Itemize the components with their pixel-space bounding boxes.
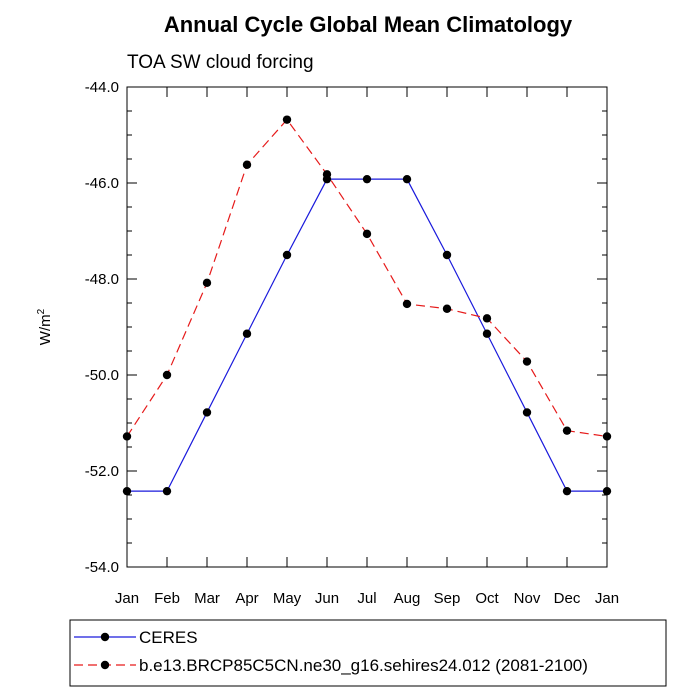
data-point — [122, 432, 132, 441]
x-tick-label: Apr — [235, 590, 258, 607]
chart-title: Annual Cycle Global Mean Climatology — [164, 12, 573, 37]
y-tick-label: -52.0 — [85, 463, 119, 480]
y-tick-label: -54.0 — [85, 559, 119, 576]
data-point — [282, 115, 292, 124]
y-tick-label: -48.0 — [85, 271, 119, 288]
data-point — [282, 250, 292, 260]
y-tick-label: -50.0 — [85, 367, 119, 384]
x-tick-label: Jun — [315, 590, 339, 607]
series-layer — [122, 115, 612, 496]
data-point — [562, 426, 572, 435]
x-tick-label: Dec — [554, 590, 581, 607]
data-point — [362, 174, 372, 184]
data-point — [322, 170, 332, 179]
x-tick-label: Jan — [115, 590, 139, 607]
data-point — [202, 408, 212, 417]
data-point — [602, 486, 612, 496]
x-tick-label: Mar — [194, 590, 220, 607]
data-point — [602, 432, 612, 441]
y-axis-label: W/m2 — [36, 308, 54, 345]
y-axis-label-superscript: 2 — [36, 308, 47, 314]
x-tick-label: Sep — [434, 590, 461, 607]
data-point — [482, 329, 492, 338]
legend-swatch-marker — [100, 660, 110, 670]
y-tick-labels: -54.0 -52.0 -50.0 -48.0 -46.0 -44.0 — [85, 79, 119, 576]
x-tick-label: Nov — [514, 590, 541, 607]
data-point — [122, 486, 132, 496]
series-line — [127, 178, 607, 492]
legend-entry-1: CERES — [74, 628, 198, 647]
data-point — [162, 370, 172, 380]
x-tick-labels: Jan Feb Mar Apr May Jun Jul Aug Sep Oct Nov Dec Jan — [115, 590, 619, 607]
x-tick-label: May — [273, 590, 302, 607]
data-point — [362, 229, 372, 239]
legend-entry-2: b.e13.BRCP85C5CN.ne30_g16.sehires24.012 … — [74, 656, 588, 675]
legend: CERES b.e13.BRCP85C5CN.ne30_g16.sehires24… — [69, 619, 667, 687]
data-point — [202, 278, 212, 288]
series-1 — [122, 174, 612, 496]
series-2 — [122, 115, 612, 441]
data-point — [522, 357, 532, 366]
x-tick-label: Aug — [394, 590, 421, 607]
y-tick-label: -44.0 — [85, 79, 119, 96]
legend-label: CERES — [139, 628, 198, 647]
y-axis-label-text: W/m — [37, 314, 54, 345]
x-tick-label: Oct — [475, 590, 499, 607]
chart-subtitle: TOA SW cloud forcing — [127, 52, 314, 73]
x-tick-label: Feb — [154, 590, 180, 607]
data-point — [162, 486, 172, 496]
data-point — [442, 250, 452, 260]
tick-marks — [126, 86, 608, 568]
x-tick-label: Jul — [357, 590, 376, 607]
plot-frame — [126, 86, 608, 568]
data-point — [242, 329, 252, 338]
axes — [126, 86, 608, 568]
data-point — [242, 160, 252, 169]
y-tick-label: -46.0 — [85, 175, 119, 192]
x-tick-label: Jan — [595, 590, 619, 607]
data-point — [442, 304, 452, 313]
legend-label: b.e13.BRCP85C5CN.ne30_g16.sehires24.012 … — [139, 656, 588, 675]
data-point — [562, 486, 572, 496]
data-point — [522, 408, 532, 417]
series-line — [126, 118, 608, 438]
data-point — [402, 174, 412, 184]
data-point — [402, 299, 412, 309]
legend-swatch-marker — [100, 632, 110, 642]
data-point — [482, 314, 492, 323]
legend-box — [69, 619, 667, 687]
